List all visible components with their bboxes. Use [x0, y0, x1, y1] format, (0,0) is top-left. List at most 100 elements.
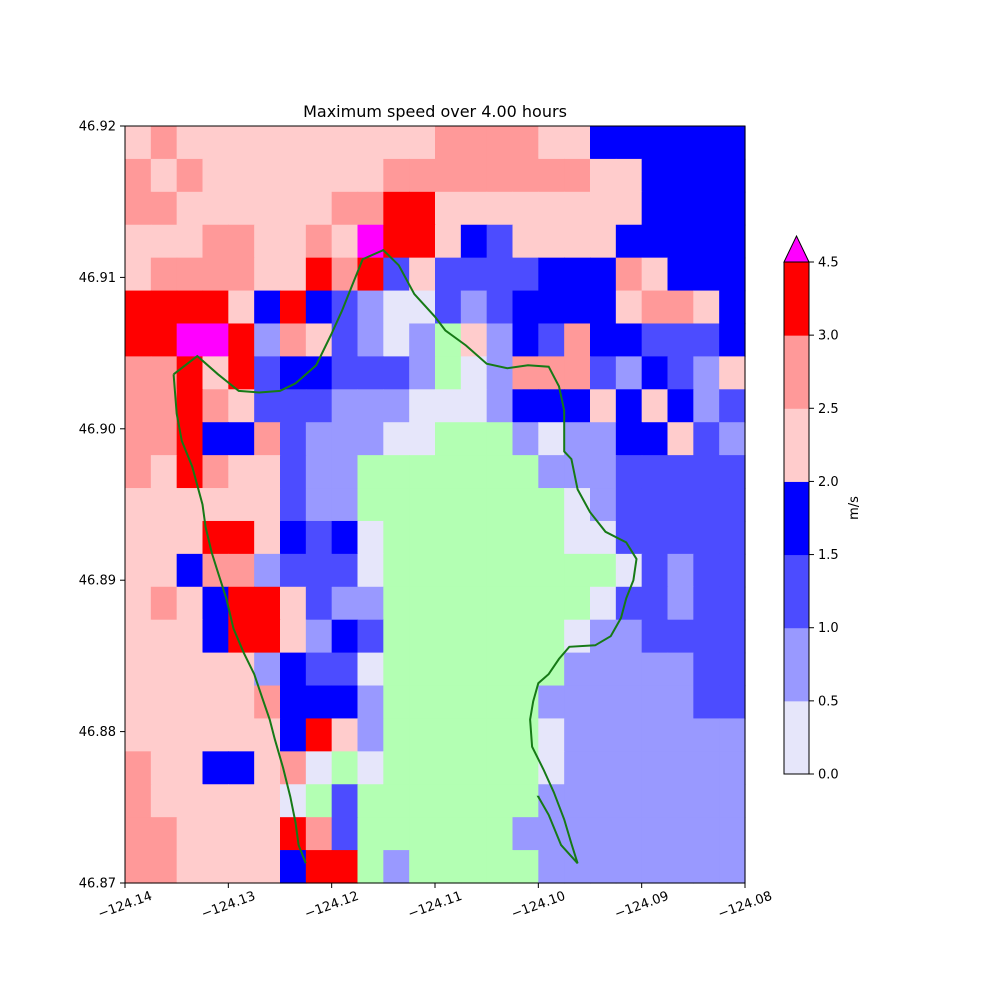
heatmap-cell	[176, 619, 204, 654]
heatmap-cell	[460, 455, 488, 489]
heatmap-cell	[305, 520, 333, 555]
heatmap-cell	[590, 356, 617, 390]
heatmap-cell	[590, 652, 617, 687]
heatmap-cell	[150, 718, 178, 752]
heatmap-cell	[202, 323, 229, 357]
heatmap-cell	[331, 751, 359, 785]
heatmap-cell	[176, 553, 204, 588]
heatmap-cell	[409, 290, 436, 325]
heatmap-cell	[460, 619, 488, 654]
colorbar-segment	[784, 700, 809, 775]
heatmap-cell	[693, 784, 720, 818]
heatmap-cell	[228, 389, 255, 423]
heatmap-cell	[383, 553, 410, 588]
heatmap-cell	[125, 553, 152, 588]
heatmap-cell	[435, 619, 462, 654]
heatmap-cell	[667, 619, 694, 654]
heatmap-cell	[357, 751, 384, 785]
heatmap-cell	[460, 356, 488, 390]
heatmap-cell	[228, 751, 255, 785]
heatmap-cell	[202, 652, 229, 687]
colorbar-tick-label: 2.5	[818, 402, 839, 417]
heatmap-cell	[486, 191, 514, 226]
heatmap-cell	[564, 520, 591, 555]
y-tick-label: 46.91	[79, 271, 116, 286]
heatmap-cell	[176, 751, 204, 785]
heatmap-cell	[667, 455, 694, 489]
heatmap-cell	[280, 817, 307, 851]
heatmap-cell	[150, 224, 178, 259]
coastline-west	[172, 374, 307, 864]
heatmap-cell	[305, 850, 333, 884]
heatmap-cell	[383, 652, 410, 687]
heatmap-cell	[615, 389, 643, 423]
heatmap-cell	[150, 784, 178, 818]
heatmap-cell	[719, 850, 746, 884]
heatmap-cell	[693, 553, 720, 588]
heatmap-cell	[254, 158, 281, 193]
heatmap-cell	[667, 751, 694, 785]
heatmap-cell	[125, 126, 152, 160]
heatmap-cell	[615, 751, 643, 785]
heatmap-cell	[280, 323, 307, 357]
heatmap-cell	[435, 520, 462, 555]
heatmap-cell	[176, 158, 204, 193]
heatmap-cell	[538, 586, 565, 621]
heatmap-cell	[641, 586, 669, 621]
heatmap-cell	[590, 586, 617, 621]
heatmap-cell	[331, 126, 359, 160]
heatmap-cell	[409, 488, 436, 522]
heatmap-cell	[383, 850, 410, 884]
heatmap-cell	[486, 784, 514, 818]
heatmap-cell	[435, 126, 462, 160]
heatmap-cell	[641, 685, 669, 720]
heatmap-cell	[305, 488, 333, 522]
heatmap-cell	[125, 817, 152, 851]
heatmap-cell	[460, 126, 488, 160]
heatmap-cell	[641, 323, 669, 357]
heatmap-cell	[176, 257, 204, 292]
heatmap-cell	[125, 850, 152, 884]
heatmap-cell	[331, 619, 359, 654]
heatmap-cell	[486, 422, 514, 456]
heatmap-cell	[719, 323, 746, 357]
heatmap-cell	[383, 488, 410, 522]
heatmap-cell	[409, 126, 436, 160]
heatmap-cell	[383, 619, 410, 654]
heatmap-cell	[538, 323, 565, 357]
heatmap-cell	[460, 191, 488, 226]
heatmap-cell	[383, 751, 410, 785]
heatmap-cell	[409, 356, 436, 390]
heatmap-cell	[125, 389, 152, 423]
colorbar-tick-label: 1.0	[818, 621, 839, 636]
heatmap-cell	[150, 850, 178, 884]
heatmap-cell	[331, 422, 359, 456]
heatmap-cell	[150, 323, 178, 357]
heatmap-cell	[719, 784, 746, 818]
heatmap-cell	[150, 751, 178, 785]
heatmap-cell	[305, 652, 333, 687]
heatmap-cell	[435, 224, 462, 259]
heatmap-cell	[228, 850, 255, 884]
heatmap-cell	[409, 455, 436, 489]
heatmap-cell	[409, 553, 436, 588]
heatmap-cell	[254, 422, 281, 456]
heatmap-cell	[383, 126, 410, 160]
heatmap-cell	[305, 356, 333, 390]
heatmap-cell	[615, 520, 643, 555]
heatmap-cell	[202, 191, 229, 226]
heatmap-cell	[486, 817, 514, 851]
heatmap-cell	[486, 290, 514, 325]
heatmap-cell	[460, 652, 488, 687]
heatmap-cell	[331, 652, 359, 687]
heatmap-cell	[357, 520, 384, 555]
heatmap-cell	[641, 817, 669, 851]
colorbar-segment	[784, 408, 809, 482]
colorbar-tick-label: 0.5	[818, 694, 839, 709]
heatmap-cell	[357, 422, 384, 456]
heatmap-cell	[693, 619, 720, 654]
heatmap-cell	[383, 224, 410, 259]
y-tick-label: 46.87	[79, 877, 116, 892]
heatmap-cell	[254, 553, 281, 588]
heatmap-cell	[331, 191, 359, 226]
